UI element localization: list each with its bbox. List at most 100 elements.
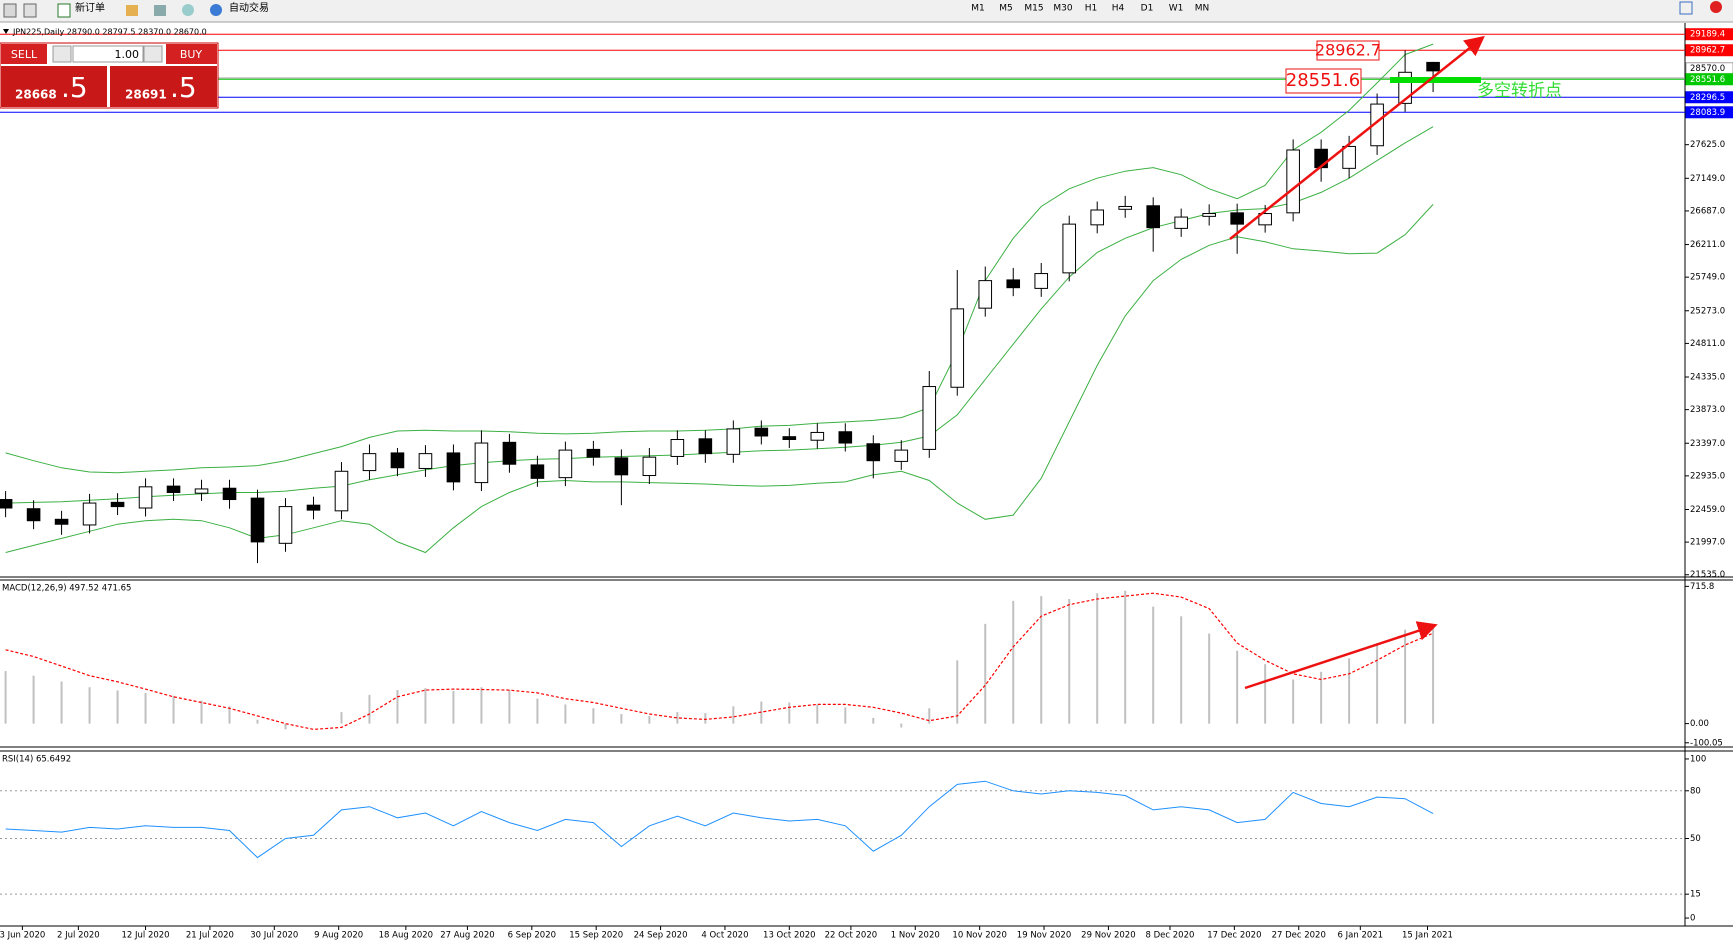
price-label-box: [1685, 91, 1733, 104]
x-tick-label: 19 Nov 2020: [1017, 931, 1071, 941]
sell-label[interactable]: SELL: [11, 48, 38, 61]
price-annotation: 28962.7: [1315, 41, 1381, 60]
y-tick-label: 23873.0: [1690, 405, 1725, 415]
timeframe-button[interactable]: M1: [971, 4, 985, 14]
candle-body: [1426, 61, 1440, 72]
candle-body: [26, 508, 41, 522]
drawings: 28962.7 28551.6 多空转折点: [1229, 35, 1562, 690]
candle-body: [1286, 149, 1300, 214]
candle-body: [866, 443, 881, 462]
y-tick-label: 50: [1690, 834, 1701, 844]
sell-price[interactable]: 28668: [15, 88, 57, 102]
toolbar: 新订单 自动交易 M1 M5 M15 M30 H1 H4 D1 W1 MN: [0, 0, 1733, 23]
trade-panel: SELL 1.00 BUY 28668 .5 28691 .5: [0, 42, 219, 109]
timeframe-button[interactable]: H4: [1112, 4, 1125, 14]
buy-price[interactable]: 28691: [125, 88, 167, 102]
lot-down[interactable]: [52, 45, 72, 63]
notification[interactable]: [1710, 1, 1722, 13]
timeframe-button[interactable]: M5: [999, 4, 1013, 14]
pivot-annotation: 多空转折点: [1477, 81, 1562, 101]
icon[interactable]: [154, 5, 166, 16]
auto-trading-icon[interactable]: [210, 4, 222, 16]
x-tick-label: 6 Sep 2020: [508, 931, 556, 941]
sell-price-box[interactable]: [1, 66, 107, 107]
icon[interactable]: [126, 5, 138, 16]
line: [5, 126, 1434, 504]
y-tick-label: 24811.0: [1690, 339, 1725, 349]
candle-body: [614, 457, 629, 476]
x-tick-label: 1 Nov 2020: [891, 931, 940, 941]
candle-body: [0, 499, 13, 509]
toolbar-bg: [0, 0, 1733, 22]
price-label-box: [1685, 106, 1733, 119]
candle-body: [82, 502, 97, 526]
candle-body: [894, 449, 909, 462]
buy-button[interactable]: [166, 44, 217, 64]
buy-price-box[interactable]: [110, 66, 217, 107]
sell-button[interactable]: [1, 44, 47, 64]
candle-body: [1062, 223, 1077, 274]
x-tick-label: 8 Dec 2020: [1146, 931, 1195, 941]
x-tick-label: 4 Oct 2020: [701, 931, 748, 941]
search[interactable]: [1679, 1, 1693, 15]
candle-body: [978, 280, 993, 309]
candle-body: [810, 431, 825, 441]
timeframe-button[interactable]: MN: [1195, 4, 1210, 14]
candle-body: [1146, 205, 1160, 229]
timeframe-button[interactable]: M15: [1024, 4, 1043, 14]
sell-price-fraction[interactable]: .5: [61, 71, 88, 104]
x-tick-label: 27 Dec 2020: [1272, 931, 1326, 941]
y-tick-label: 0: [1690, 914, 1695, 924]
candle-body: [1370, 103, 1384, 147]
line: [5, 204, 1434, 554]
candle-body: [922, 386, 937, 450]
y-tick-label: 26687.0: [1690, 206, 1725, 216]
candle-body: [1342, 145, 1356, 169]
lot-value[interactable]: 1.00: [115, 48, 140, 61]
x-tick-label: 15 Sep 2020: [569, 931, 623, 941]
candle-body: [222, 487, 237, 501]
label-box: [1316, 40, 1380, 61]
candle-body: [278, 506, 293, 544]
y-tick-label: 21997.0: [1690, 538, 1725, 548]
icon[interactable]: [182, 4, 194, 16]
y-tick-label: 27149.0: [1690, 174, 1725, 184]
candle-body: [390, 452, 405, 469]
x-tick-label: 18 Aug 2020: [379, 931, 433, 941]
collapse-triangle[interactable]: [3, 29, 9, 34]
macd-arrow: [1244, 621, 1438, 690]
new-order-button[interactable]: 新订单: [75, 1, 105, 14]
y-tick-label: 15: [1690, 890, 1701, 900]
candle-body: [110, 501, 125, 508]
x-tick-label: 13 Oct 2020: [763, 931, 816, 941]
buy-price-fraction[interactable]: .5: [170, 71, 197, 104]
x-tick-label: 6 Jan 2021: [1338, 931, 1384, 941]
timeframe-button[interactable]: W1: [1169, 4, 1184, 14]
candle-body: [502, 441, 517, 465]
candle-body: [474, 442, 489, 484]
axes: 21535.0 21997.0 22459.0 22935.0 23397.0 23873…: [0, 28, 1733, 941]
line: [5, 43, 1434, 474]
y-tick-label: 22935.0: [1690, 471, 1725, 481]
auto-trading-button[interactable]: 自动交易: [229, 1, 269, 14]
macd-title: MACD(12,26,9) 497.52 471.65: [2, 584, 131, 594]
timeframe-button[interactable]: M30: [1053, 4, 1072, 14]
timeframe-button[interactable]: H1: [1085, 4, 1098, 14]
icon[interactable]: [23, 3, 37, 18]
buy-label[interactable]: BUY: [180, 48, 203, 61]
lot-field[interactable]: [72, 45, 144, 63]
candle-body: [1230, 212, 1244, 225]
icon[interactable]: [3, 3, 17, 18]
candle-body: [1118, 205, 1132, 210]
price-label: 28570.0: [1690, 64, 1725, 74]
timeframe-button[interactable]: D1: [1141, 4, 1154, 14]
candle-body: [950, 308, 965, 388]
x-tick-label: 27 Aug 2020: [440, 931, 494, 941]
y-tick-label: 25749.0: [1690, 273, 1725, 283]
lot-up[interactable]: [143, 45, 163, 63]
price-label-box: [1685, 44, 1733, 57]
candle-body: [586, 448, 601, 458]
new-order-icon[interactable]: [57, 3, 71, 18]
